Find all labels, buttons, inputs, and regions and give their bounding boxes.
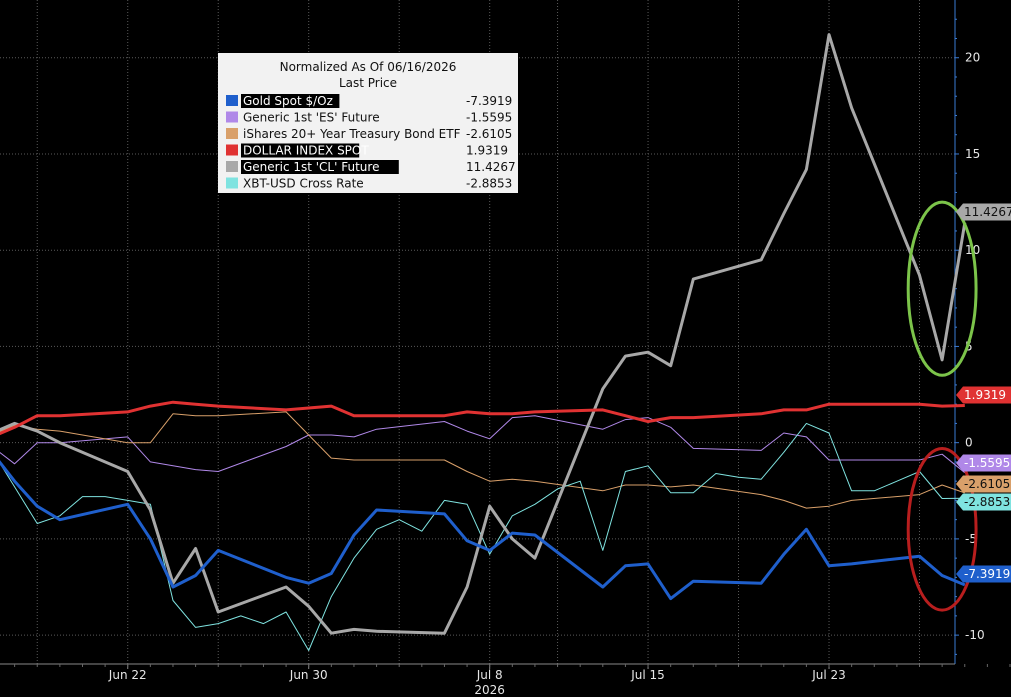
series-line-1 [0,415,966,474]
y-tick-label: -5 [965,532,977,546]
last-value-text-1: -1.5595 [964,456,1010,470]
legend-name-highlight-3 [241,143,360,158]
last-value-tag-4 [956,203,1011,221]
annotation-ellipse-1 [906,446,978,612]
legend-swatch-4 [226,161,238,172]
legend-subtitle: Last Price [339,76,397,90]
legend: Normalized As Of 06/16/2026 Last Price Gol… [218,53,518,193]
x-tick-label: Jul 15 [630,668,665,682]
annotation-ellipse-0 [906,200,978,377]
series-line-2 [0,411,965,509]
series-line-3 [0,400,965,436]
y-tick-label: -10 [965,628,985,642]
last-value-text-2: -2.6105 [964,477,1010,491]
legend-series-value-4: 11.4267 [466,160,516,174]
legend-series-name-0: Gold Spot $/Oz [243,94,333,108]
last-value-tags: 11.4267 1.9319 -1.5595 -2.6105 -2.8853 -7.391… [956,203,1011,583]
legend-swatch-0 [226,95,238,106]
legend-swatch-1 [226,111,238,123]
last-value-tag-3 [956,386,1011,404]
annotation-layer [906,200,978,612]
last-value-tag-0 [956,565,1011,583]
legend-swatch-5 [226,177,238,189]
last-value-tag-5 [956,493,1011,511]
legend-title: Normalized As Of 06/16/2026 [280,60,457,74]
legend-swatch-2 [226,128,238,139]
legend-series-name-1: Generic 1st 'ES' Future [243,111,380,125]
legend-series-value-5: -2.8853 [466,177,512,191]
legend-series-name-4: Generic 1st 'CL' Future [243,160,379,174]
legend-series-name-2: iShares 20+ Year Treasury Bond ETF [243,127,461,141]
series-layer [0,33,967,651]
legend-series-value-0: -7.3919 [466,94,512,108]
last-value-tag-2 [956,475,1011,493]
x-year-label: 2026 [474,683,505,697]
legend-series-value-1: -1.5595 [466,111,512,125]
x-tick-label: Jul 23 [811,668,846,682]
legend-swatch-3 [226,144,238,156]
x-tick-label: Jul 8 [476,668,503,682]
last-value-text-5: -2.8853 [964,495,1010,509]
y-tick-label: 20 [965,51,980,65]
last-value-tag-1 [956,454,1011,472]
y-tick-label: 15 [965,147,980,161]
legend-series-name-5: XBT-USD Cross Rate [243,177,364,191]
legend-series-value-3: 1.9319 [466,144,508,158]
last-value-text-4: 11.4267 [964,205,1011,219]
legend-name-highlight-4 [241,160,399,174]
last-value-text-3: 1.9319 [964,388,1006,402]
last-value-text-0: -7.3919 [964,567,1010,581]
x-tick-label: Jun 22 [108,668,147,682]
legend-series-value-2: -2.6105 [466,127,512,141]
series-line-0 [0,460,966,601]
y-tick-label: 0 [965,436,973,450]
x-tick-label: Jun 30 [289,668,328,682]
legend-name-highlight-0 [241,94,340,108]
legend-series-name-3: DOLLAR INDEX SPOT [243,144,369,158]
